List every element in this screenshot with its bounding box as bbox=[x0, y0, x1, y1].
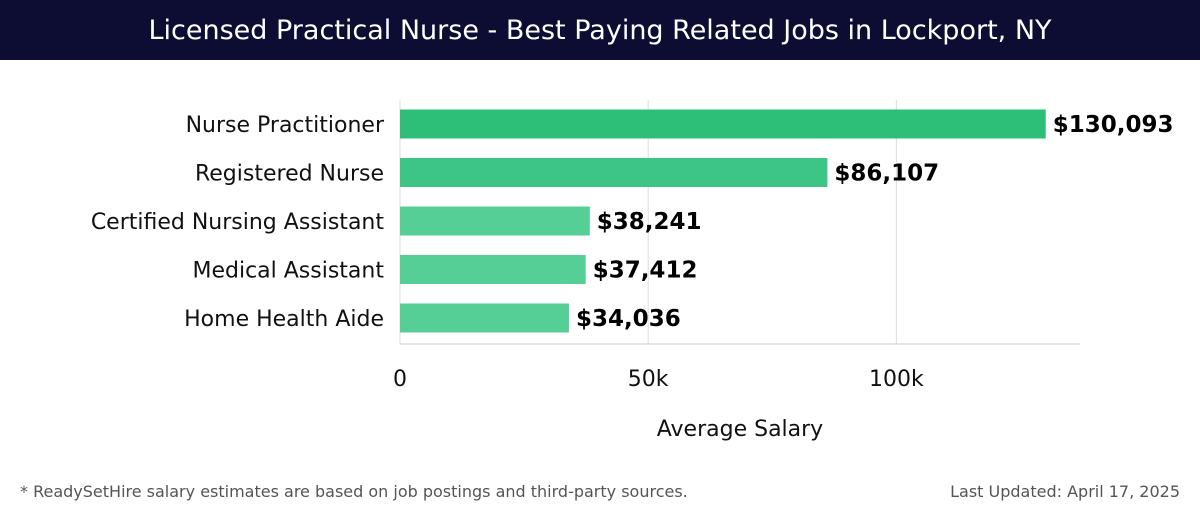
chart-title: Licensed Practical Nurse - Best Paying R… bbox=[148, 14, 1052, 46]
footer-note: * ReadySetHire salary estimates are base… bbox=[20, 482, 688, 501]
data-label: $37,412 bbox=[593, 258, 698, 284]
category-label: Registered Nurse bbox=[195, 162, 384, 187]
bar bbox=[400, 303, 569, 333]
data-label: $34,036 bbox=[576, 306, 681, 332]
data-label: $38,241 bbox=[597, 209, 702, 235]
x-axis-title: Average Salary bbox=[657, 417, 823, 442]
bar-chart: Nurse Practitioner $130,093 Registered Nur… bbox=[91, 100, 1174, 442]
bar bbox=[400, 158, 828, 187]
category-label: Home Health Aide bbox=[184, 307, 384, 332]
x-tick-label: 0 bbox=[393, 367, 407, 392]
x-tick-label: 100k bbox=[869, 367, 924, 392]
x-tick-label: 50k bbox=[628, 367, 669, 392]
bar bbox=[400, 206, 590, 236]
data-label: $130,093 bbox=[1053, 112, 1174, 138]
category-label: Medical Assistant bbox=[192, 259, 384, 284]
data-label: $86,107 bbox=[834, 161, 939, 187]
chart-header: Licensed Practical Nurse - Best Paying R… bbox=[0, 0, 1200, 60]
last-updated: Last Updated: April 17, 2025 bbox=[950, 482, 1180, 501]
category-label: Nurse Practitioner bbox=[186, 113, 385, 138]
category-label: Certified Nursing Assistant bbox=[91, 210, 385, 235]
bar bbox=[400, 109, 1046, 139]
bar bbox=[400, 255, 586, 284]
